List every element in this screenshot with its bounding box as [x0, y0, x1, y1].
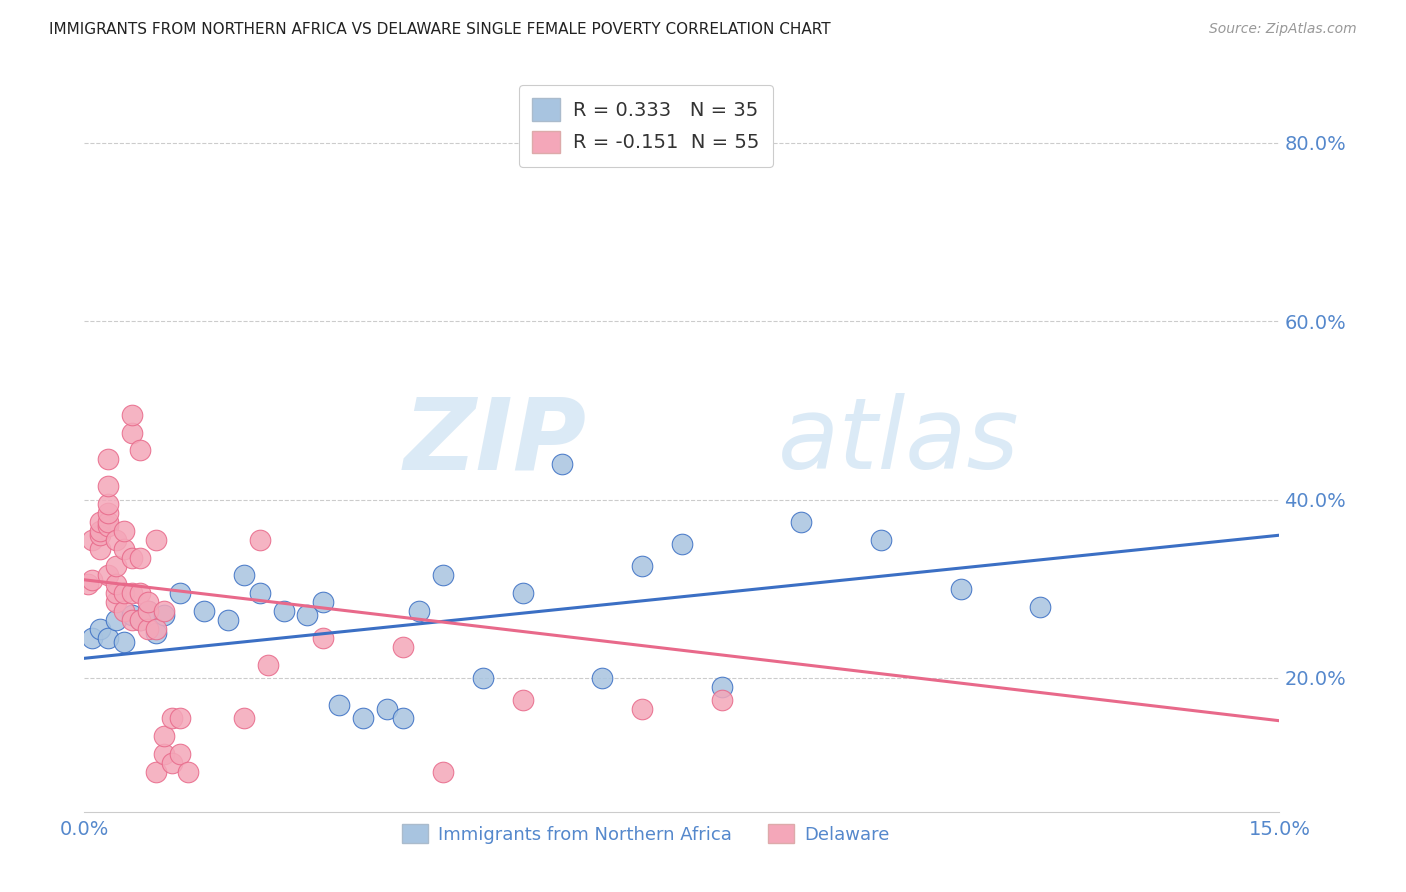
Point: [97, 497, 120, 511]
Point: [105, 595, 128, 609]
Point: [89, 524, 111, 538]
Point: [112, 604, 135, 618]
Point: [273, 604, 295, 618]
Point: [249, 586, 271, 600]
Point: [89, 515, 111, 529]
Point: [352, 711, 374, 725]
Point: [105, 559, 128, 574]
Point: [471, 671, 494, 685]
Point: [232, 711, 254, 725]
Point: [97, 631, 120, 645]
Point: [631, 559, 654, 574]
Point: [551, 457, 574, 471]
Point: [160, 711, 183, 725]
Point: [97, 506, 120, 520]
Point: [375, 702, 398, 716]
Point: [97, 479, 120, 493]
Point: [153, 608, 176, 623]
Point: [312, 595, 335, 609]
Point: [121, 408, 143, 422]
Point: [153, 729, 176, 743]
Point: [169, 711, 191, 725]
Point: [129, 613, 152, 627]
Point: [408, 604, 430, 618]
Point: [177, 764, 200, 779]
Point: [710, 680, 733, 694]
Point: [870, 533, 893, 547]
Point: [97, 452, 120, 467]
Point: [129, 443, 152, 458]
Point: [121, 550, 143, 565]
Point: [145, 622, 167, 636]
Point: [256, 657, 278, 672]
Point: [249, 533, 271, 547]
Point: [129, 550, 152, 565]
Point: [136, 604, 159, 618]
Point: [129, 586, 152, 600]
Point: [949, 582, 972, 596]
Point: [121, 425, 143, 440]
Point: [710, 693, 733, 707]
Point: [169, 747, 191, 761]
Point: [129, 613, 152, 627]
Point: [112, 541, 135, 556]
Point: [82, 533, 104, 547]
Point: [432, 568, 454, 582]
Point: [97, 568, 120, 582]
Point: [153, 604, 176, 618]
Point: [512, 586, 534, 600]
Point: [145, 533, 167, 547]
Point: [105, 586, 128, 600]
Point: [97, 519, 120, 533]
Point: [631, 702, 654, 716]
Point: [89, 622, 111, 636]
Point: [232, 568, 254, 582]
Text: IMMIGRANTS FROM NORTHERN AFRICA VS DELAWARE SINGLE FEMALE POVERTY CORRELATION CH: IMMIGRANTS FROM NORTHERN AFRICA VS DELAW…: [49, 22, 831, 37]
Point: [432, 764, 454, 779]
Point: [121, 586, 143, 600]
Point: [145, 626, 167, 640]
Point: [89, 528, 111, 542]
Point: [512, 693, 534, 707]
Text: ZIP: ZIP: [404, 393, 586, 490]
Point: [790, 515, 813, 529]
Point: [89, 541, 111, 556]
Point: [136, 622, 159, 636]
Point: [392, 711, 415, 725]
Point: [328, 698, 350, 712]
Point: [153, 747, 176, 761]
Point: [169, 586, 191, 600]
Point: [312, 631, 335, 645]
Point: [193, 604, 215, 618]
Point: [392, 640, 415, 654]
Text: Source: ZipAtlas.com: Source: ZipAtlas.com: [1209, 22, 1357, 37]
Point: [82, 573, 104, 587]
Text: atlas: atlas: [778, 393, 1019, 490]
Legend: Immigrants from Northern Africa, Delaware: Immigrants from Northern Africa, Delawar…: [395, 817, 897, 851]
Point: [671, 537, 693, 551]
Point: [82, 631, 104, 645]
Point: [591, 671, 613, 685]
Point: [105, 533, 128, 547]
Point: [297, 608, 319, 623]
Point: [136, 604, 159, 618]
Point: [97, 515, 120, 529]
Point: [105, 613, 128, 627]
Point: [105, 577, 128, 591]
Point: [1029, 599, 1052, 614]
Point: [145, 764, 167, 779]
Point: [121, 613, 143, 627]
Point: [217, 613, 239, 627]
Point: [112, 586, 135, 600]
Point: [136, 595, 159, 609]
Point: [121, 608, 143, 623]
Point: [112, 635, 135, 649]
Point: [112, 524, 135, 538]
Point: [160, 756, 183, 770]
Point: [77, 577, 100, 591]
